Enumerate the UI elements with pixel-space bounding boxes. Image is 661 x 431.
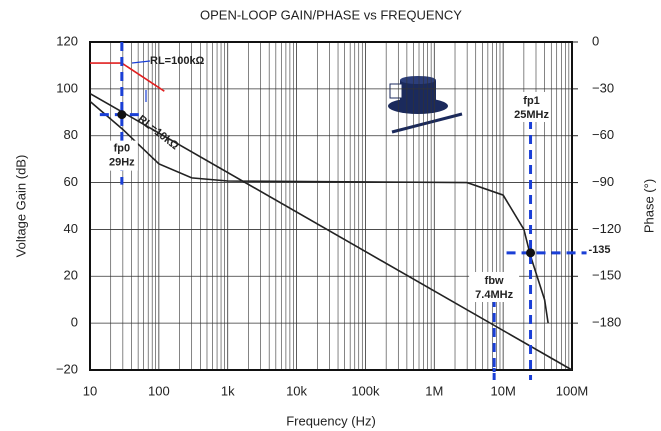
y-axis-label: Voltage Gain (dB): [13, 155, 28, 258]
y2-tick-label: −90: [592, 174, 614, 189]
marker-value-label: -135: [589, 244, 611, 256]
x-tick-label: 10: [83, 383, 97, 398]
y-tick-label: 120: [56, 33, 78, 48]
marker-label: 7.4MHz: [475, 289, 513, 301]
marker-label: fbw: [485, 275, 504, 287]
label-bg: [506, 92, 551, 122]
y-tick-label: 100: [56, 80, 78, 95]
y-tick-label: 60: [64, 174, 78, 189]
y2-tick-label: −60: [592, 127, 614, 142]
chart-title: OPEN-LOOP GAIN/PHASE vs FREQUENCY: [200, 7, 462, 22]
series-label: RL=100kΩ: [150, 55, 205, 67]
marker-label: 25MHz: [514, 109, 549, 121]
label-bg: [105, 140, 138, 171]
y-tick-label: 20: [64, 268, 78, 283]
x-tick-label: 1k: [221, 383, 235, 398]
x-tick-label: 100k: [351, 383, 380, 398]
logo-hat-top: [400, 76, 436, 84]
line: [89, 100, 549, 324]
marker-point: [526, 248, 536, 258]
y-tick-label: 80: [64, 127, 78, 142]
y2-tick-label: −30: [592, 80, 614, 95]
logo-wand: [391, 112, 463, 134]
label-bg: [469, 272, 520, 302]
y2-tick-label: −120: [592, 221, 621, 236]
marker: fbw 7.4MHz: [469, 272, 520, 380]
y-tick-label: 0: [71, 315, 78, 330]
y-tick-label: −20: [56, 361, 78, 376]
x-tick-label: 1M: [425, 383, 443, 398]
x-tick-label: 100M: [556, 383, 589, 398]
y2-tick-label: −180: [592, 315, 621, 330]
x-axis-label: Frequency (Hz): [286, 413, 376, 428]
line: [89, 92, 573, 371]
y2-tick-label: 0: [592, 33, 599, 48]
marker-label: fp0: [114, 143, 131, 155]
logo: [388, 76, 463, 134]
x-tick-label: 10M: [490, 383, 515, 398]
y2-tick-label: −150: [592, 268, 621, 283]
x-tick-label: 100: [148, 383, 170, 398]
marker: fp0 29Hz: [99, 42, 144, 185]
plot-frame: [89, 41, 573, 371]
logo-hand: [389, 83, 403, 99]
marker-label: 29Hz: [109, 157, 135, 169]
marker: fp1 25MHz -135: [506, 92, 611, 380]
marker-point: [117, 110, 127, 120]
arrow: [131, 60, 151, 64]
logo-hat: [400, 80, 436, 106]
marker-label: fp1: [523, 95, 540, 107]
x-tick-label: 10k: [286, 383, 307, 398]
y2-axis-label: Phase (°): [641, 179, 656, 233]
y-tick-label: 40: [64, 221, 78, 236]
